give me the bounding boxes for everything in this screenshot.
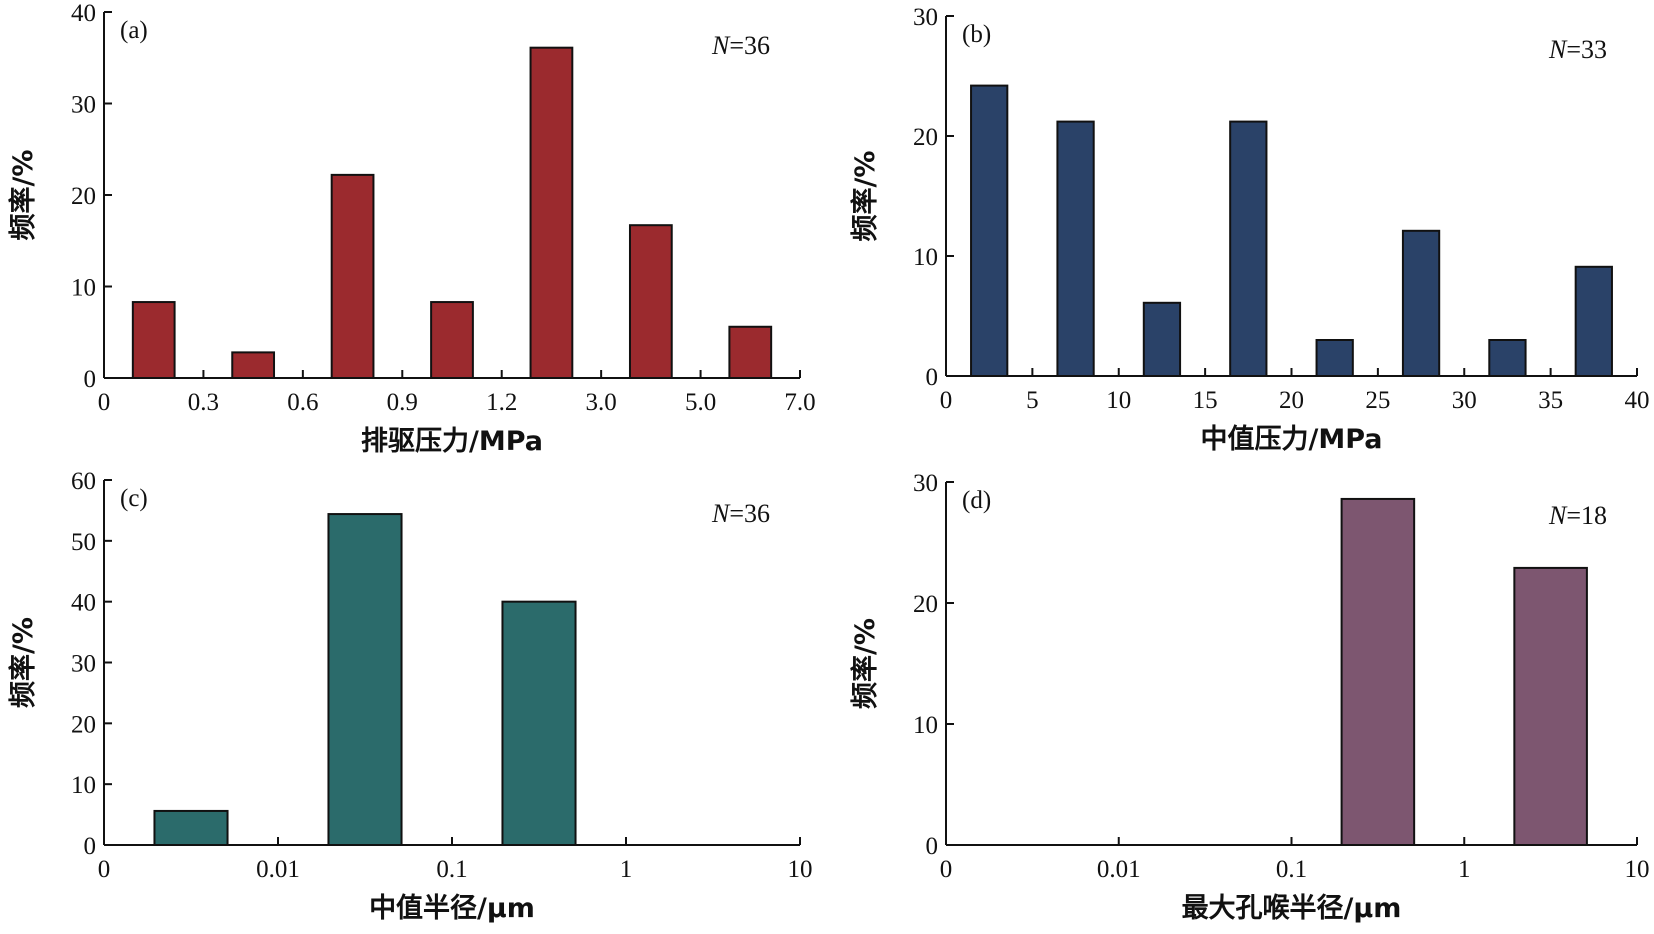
sample-count-value: =18 [1566,501,1607,530]
bar [430,301,474,379]
y-tick-label: 20 [913,124,938,151]
x-axis-title: 最大孔喉半径/μm [1182,893,1402,924]
x-tick-label: 0.3 [188,389,219,416]
panel-d: 0 0.01 0.1 1 10 0 10 20 30 (d) N=18 最大孔喉半径/μm 频率/% [849,470,1650,924]
x-tick-label: 0 [98,856,111,883]
x-tick-label: 40 [1625,387,1650,414]
x-axis-title: 排驱压力/MPa [361,426,543,457]
bar [1056,120,1095,377]
bar [1513,566,1588,846]
sample-count-label: N=36 [711,499,770,528]
bar [131,301,176,379]
x-axis-title: 中值压力/MPa [1200,424,1382,455]
sample-count-value: =33 [1566,35,1607,64]
sample-count-label: N=33 [1548,35,1607,64]
sample-count-value: =36 [729,31,770,60]
x-tick-label: 35 [1538,387,1563,414]
bar [529,46,574,380]
bar [1574,265,1613,377]
y-tick-label: 0 [926,364,939,391]
x-tick-label: 0.01 [1097,856,1141,883]
bar [1315,339,1354,377]
bar [1401,229,1441,377]
sample-count-symbol: N [711,31,731,60]
bar [628,224,673,379]
x-tick-label: 0.1 [1276,856,1307,883]
panel-label: (c) [120,485,148,512]
x-tick-label: 10 [1106,387,1131,414]
sample-count-symbol: N [1548,35,1568,64]
sample-count-symbol: N [1548,501,1568,530]
y-tick-label: 50 [71,529,96,556]
sample-count-label: N=36 [711,31,770,60]
y-tick-label: 30 [913,4,938,31]
x-tick-label: 10 [1625,856,1650,883]
y-tick-label: 10 [71,275,96,302]
y-tick-label: 0 [84,833,97,860]
x-tick-label: 0 [98,389,111,416]
y-tick-label: 20 [71,183,96,210]
x-tick-label: 0 [940,387,953,414]
x-tick-label: 5.0 [685,389,716,416]
x-tick-label: 1 [1458,856,1471,883]
panel-label: (b) [962,21,991,48]
panel-label: (a) [120,17,148,44]
bar [970,84,1009,377]
y-tick-label: 30 [71,651,96,678]
y-tick-label: 10 [913,244,938,271]
bar [1488,339,1527,377]
x-tick-label: 0 [940,856,953,883]
bar [330,173,375,379]
x-tick-label: 5 [1026,387,1039,414]
panel-b: 0 5 10 15 20 25 30 35 40 0 10 20 30 (b) N=33 中值压力/MPa 频率… [849,4,1650,455]
y-tick-label: 30 [913,470,938,497]
bar [728,325,773,380]
x-tick-label: 0.6 [287,389,318,416]
y-tick-label: 60 [71,468,96,495]
y-axis-title: 频率/% [849,151,881,242]
y-tick-label: 10 [913,712,938,739]
sample-count-value: =36 [729,499,770,528]
x-tick-label: 20 [1279,387,1304,414]
bar [1142,301,1182,377]
y-tick-label: 20 [913,591,938,618]
panel-c: 0 0.01 0.1 1 10 0 10 20 30 40 50 60 (c) N=36 中值半径/μm 频率… [7,468,813,924]
x-tick-label: 3.0 [586,389,617,416]
y-tick-label: 40 [71,590,96,617]
y-tick-label: 0 [926,833,939,860]
x-axis-title: 中值半径/μm [369,893,535,924]
y-tick-label: 30 [71,92,96,119]
panel-label: (d) [962,487,991,514]
x-tick-label: 30 [1452,387,1477,414]
bar [231,351,276,380]
x-tick-label: 0.1 [436,856,467,883]
x-tick-label: 25 [1365,387,1390,414]
y-tick-label: 20 [71,711,96,738]
bar [153,809,229,847]
x-tick-label: 15 [1193,387,1218,414]
y-axis-title: 频率/% [7,617,39,708]
x-tick-label: 0.01 [256,856,300,883]
y-axis-title: 频率/% [7,150,39,241]
bar [1229,120,1268,377]
x-tick-label: 1 [620,856,633,883]
y-tick-label: 0 [84,366,97,393]
x-tick-label: 0.9 [387,389,418,416]
y-tick-label: 10 [71,772,96,799]
sample-count-label: N=18 [1548,501,1607,530]
x-tick-label: 1.2 [486,389,517,416]
panel-a: 0 0.3 0.6 0.9 1.2 3.0 5.0 7.0 0 10 20 30 40 (a) N=36 排驱… [7,0,816,457]
bar [327,513,403,846]
bar [501,600,577,847]
y-tick-label: 40 [71,0,96,27]
x-tick-label: 7.0 [784,389,815,416]
bar [1340,497,1416,846]
x-tick-label: 10 [788,856,813,883]
sample-count-symbol: N [711,499,731,528]
y-axis-title: 频率/% [849,618,881,709]
